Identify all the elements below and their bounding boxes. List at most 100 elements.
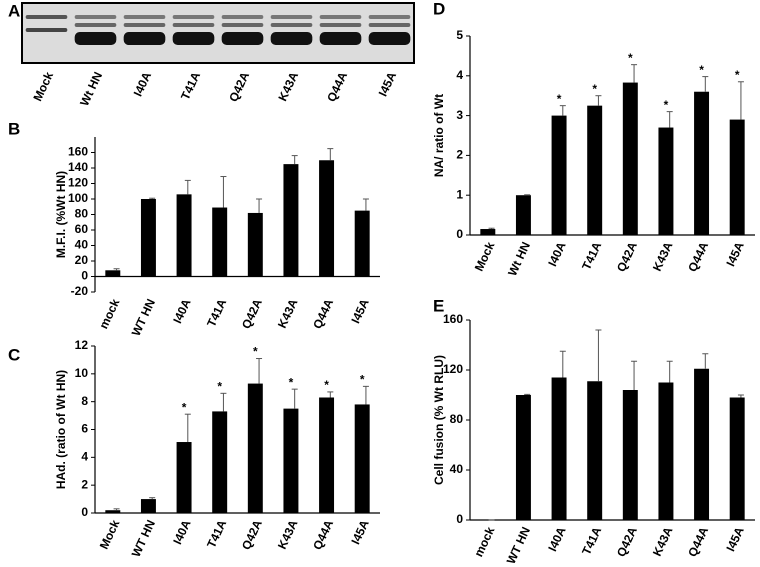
x-tick-label: Mock [30, 69, 56, 103]
y-tick-label: 3 [456, 108, 463, 122]
bar [587, 381, 603, 520]
x-tick-label: WT HN [504, 525, 533, 567]
x-tick-label: T41A [579, 239, 604, 272]
y-tick-label: 4 [456, 68, 463, 82]
panel-label: E [433, 296, 444, 315]
y-tick-label: 160 [68, 145, 88, 159]
x-tick-label: I45A [348, 296, 372, 325]
gel-band [368, 32, 411, 45]
y-tick-label: 80 [450, 412, 464, 426]
bar [729, 119, 745, 235]
x-tick-label: mock [471, 524, 497, 559]
bar [140, 199, 156, 277]
bar [247, 383, 263, 513]
y-tick-label: 4 [81, 450, 88, 464]
y-tick-label: -20 [71, 284, 89, 298]
gel-band [74, 32, 117, 45]
gel-band [270, 23, 313, 27]
bar [319, 160, 335, 277]
panel-label: C [8, 345, 20, 364]
gel-band [368, 15, 411, 19]
bar [694, 368, 710, 520]
y-tick-label: 160 [443, 312, 463, 326]
x-tick-label: T41A [204, 517, 229, 550]
x-tick-label: Q42A [226, 69, 252, 104]
x-tick-label: Wt HN [77, 70, 105, 109]
gel-band [368, 23, 411, 27]
bar [283, 164, 299, 277]
x-tick-label: Q44A [310, 517, 336, 552]
significance-mark: * [182, 400, 187, 414]
gel-band [25, 15, 68, 19]
bar [622, 390, 638, 520]
y-axis-label: Cell fusion (% Wt RLU) [432, 355, 446, 485]
significance-mark: * [217, 379, 222, 393]
gel-band [123, 32, 166, 45]
y-tick-label: 10 [75, 366, 89, 380]
gel-band [319, 23, 362, 27]
significance-mark: * [557, 92, 562, 106]
y-tick-label: 5 [456, 28, 463, 42]
bar [515, 395, 531, 520]
x-tick-label: Mock [472, 239, 498, 273]
bar [658, 382, 674, 520]
y-tick-label: 0 [81, 269, 88, 283]
x-tick-label: Q42A [239, 296, 265, 331]
gel-band [221, 32, 264, 45]
y-tick-label: 1 [456, 187, 463, 201]
x-tick-label: Q44A [310, 296, 336, 331]
y-tick-label: 12 [75, 338, 89, 352]
bar [140, 499, 156, 513]
significance-mark: * [324, 378, 329, 392]
x-tick-label: Q42A [239, 517, 265, 552]
x-tick-label: Mock [97, 517, 123, 551]
bar [176, 194, 192, 277]
significance-mark: * [253, 345, 258, 359]
bar [515, 195, 531, 235]
gel-band [221, 23, 264, 27]
y-axis-label: M.F.I. (%Wt HN) [54, 171, 68, 258]
y-tick-label: 0 [456, 227, 463, 241]
panel-label: A [8, 1, 20, 20]
gel-band [319, 32, 362, 45]
bar [105, 270, 121, 277]
x-tick-label: Q44A [324, 69, 350, 104]
gel-band [172, 23, 215, 27]
x-tick-label: K43A [275, 69, 301, 103]
bar [551, 377, 567, 520]
y-tick-label: 40 [75, 238, 89, 252]
y-axis-label: HAd. (ratio of Wt HN) [54, 370, 68, 489]
bar [319, 397, 335, 513]
gel-band [221, 15, 264, 19]
x-tick-label: I40A [545, 524, 569, 553]
bar [354, 210, 370, 277]
y-axis-label: NA/ ratio of Wt [432, 94, 446, 177]
bar [283, 408, 299, 513]
gel-band [74, 23, 117, 27]
bar [622, 82, 638, 235]
bar [694, 91, 710, 235]
x-tick-label: K43A [650, 524, 676, 558]
panel-label: B [8, 119, 20, 138]
x-tick-label: Q42A [614, 524, 640, 559]
x-tick-label: I40A [131, 69, 155, 98]
x-tick-label: I45A [348, 517, 372, 546]
significance-mark: * [592, 82, 597, 96]
bar [658, 127, 674, 235]
x-tick-label: I45A [723, 524, 747, 553]
gel-band [123, 15, 166, 19]
y-tick-label: 60 [75, 222, 89, 236]
x-tick-label: Q44A [685, 239, 711, 274]
y-tick-label: 120 [68, 176, 88, 190]
significance-mark: * [628, 51, 633, 65]
significance-mark: * [289, 375, 294, 389]
significance-mark: * [360, 373, 365, 387]
bar [587, 105, 603, 236]
y-tick-label: 6 [81, 422, 88, 436]
bar [176, 442, 192, 513]
x-tick-label: K43A [275, 296, 301, 330]
bar [729, 397, 745, 520]
significance-mark: * [664, 98, 669, 112]
gel-band [123, 23, 166, 27]
y-tick-label: 2 [81, 477, 88, 491]
